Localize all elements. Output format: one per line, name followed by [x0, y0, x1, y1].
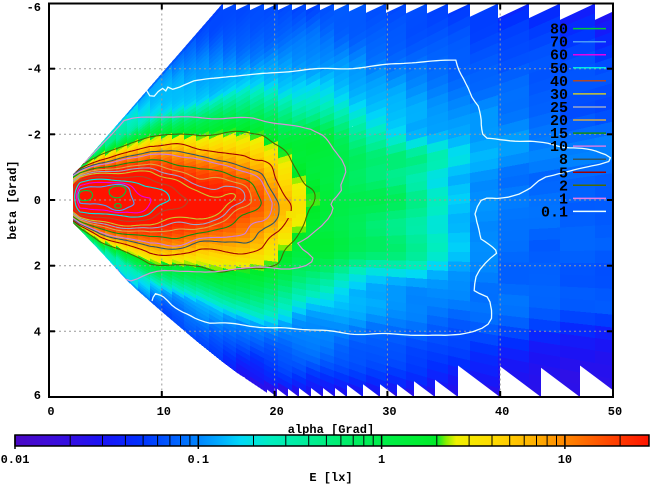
svg-text:4: 4 — [34, 325, 41, 339]
svg-text:0.01: 0.01 — [1, 453, 30, 467]
svg-text:30: 30 — [550, 87, 568, 104]
svg-text:5: 5 — [559, 165, 568, 182]
svg-text:20: 20 — [269, 405, 283, 419]
svg-text:E [lx]: E [lx] — [309, 471, 352, 485]
svg-text:25: 25 — [550, 100, 568, 117]
svg-text:40: 40 — [495, 405, 509, 419]
svg-text:-2: -2 — [27, 128, 41, 142]
svg-text:2: 2 — [559, 178, 568, 195]
svg-text:-4: -4 — [27, 63, 41, 77]
svg-text:10: 10 — [157, 405, 171, 419]
svg-text:50: 50 — [550, 61, 568, 78]
svg-text:0.1: 0.1 — [187, 453, 209, 467]
svg-text:8: 8 — [559, 152, 568, 169]
svg-text:alpha [Grad]: alpha [Grad] — [288, 423, 374, 437]
svg-text:-6: -6 — [27, 1, 41, 15]
svg-text:beta [Grad]: beta [Grad] — [6, 160, 20, 239]
svg-text:40: 40 — [550, 74, 568, 91]
svg-text:80: 80 — [550, 22, 568, 39]
svg-text:6: 6 — [34, 389, 41, 403]
svg-text:20: 20 — [550, 113, 568, 130]
svg-text:0: 0 — [47, 405, 54, 419]
svg-text:1: 1 — [559, 191, 568, 208]
svg-text:1: 1 — [378, 453, 385, 467]
svg-text:70: 70 — [550, 35, 568, 52]
svg-text:2: 2 — [34, 260, 41, 274]
svg-text:60: 60 — [550, 48, 568, 65]
svg-text:50: 50 — [608, 405, 622, 419]
svg-text:10: 10 — [550, 139, 568, 156]
svg-text:0.1: 0.1 — [541, 204, 568, 221]
svg-text:10: 10 — [558, 453, 572, 467]
svg-text:30: 30 — [382, 405, 396, 419]
svg-text:0: 0 — [34, 194, 41, 208]
svg-text:15: 15 — [550, 126, 568, 143]
